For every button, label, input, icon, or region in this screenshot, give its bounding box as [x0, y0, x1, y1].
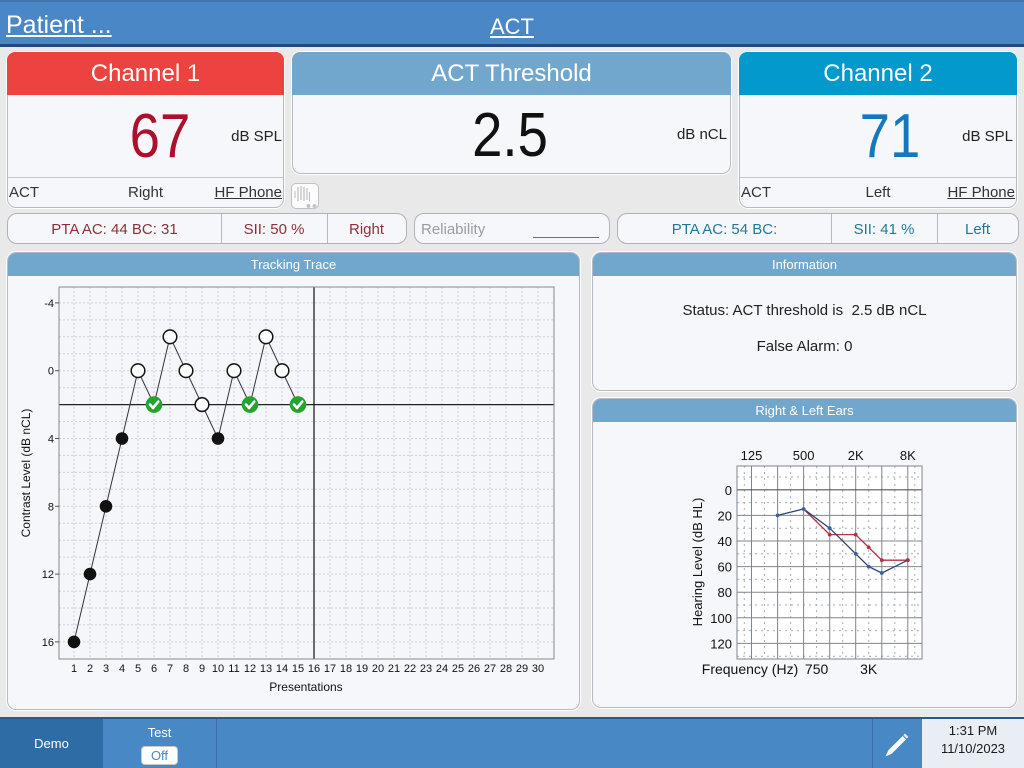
svg-text:20: 20 — [372, 663, 384, 675]
svg-text:21: 21 — [388, 663, 400, 675]
svg-text:20: 20 — [718, 508, 732, 523]
svg-text:60: 60 — [718, 560, 732, 575]
svg-text:24: 24 — [436, 663, 448, 675]
svg-text:28: 28 — [500, 663, 512, 675]
svg-text:500: 500 — [793, 448, 815, 463]
svg-text:80: 80 — [718, 585, 732, 600]
svg-text:2: 2 — [87, 663, 93, 675]
svg-text:17: 17 — [324, 663, 336, 675]
svg-text:13: 13 — [260, 663, 272, 675]
svg-text:10: 10 — [212, 663, 224, 675]
svg-text:3: 3 — [103, 663, 109, 675]
svg-text:0: 0 — [48, 366, 54, 378]
svg-text:125: 125 — [741, 448, 763, 463]
svg-text:Hearing Level (dB HL): Hearing Level (dB HL) — [690, 498, 705, 627]
svg-text:750: 750 — [805, 661, 829, 677]
svg-text:2K: 2K — [848, 448, 864, 463]
svg-text:120: 120 — [710, 636, 732, 651]
svg-text:8K: 8K — [900, 448, 916, 463]
svg-text:4: 4 — [119, 663, 125, 675]
svg-text:11: 11 — [228, 663, 239, 675]
svg-text:25: 25 — [452, 663, 464, 675]
svg-text:5: 5 — [135, 663, 141, 675]
svg-text:22: 22 — [404, 663, 416, 675]
svg-text:0: 0 — [725, 483, 732, 498]
svg-text:7: 7 — [167, 663, 173, 675]
svg-text:14: 14 — [276, 663, 288, 675]
svg-text:26: 26 — [468, 663, 480, 675]
svg-text:4: 4 — [48, 434, 54, 446]
svg-text:100: 100 — [710, 611, 732, 626]
svg-text:Presentations: Presentations — [269, 680, 342, 694]
svg-text:Frequency (Hz): Frequency (Hz) — [702, 661, 798, 677]
svg-text:12: 12 — [42, 569, 54, 581]
svg-text:18: 18 — [340, 663, 352, 675]
svg-text:19: 19 — [356, 663, 368, 675]
svg-text:16: 16 — [308, 663, 320, 675]
svg-text:6: 6 — [151, 663, 157, 675]
svg-text:Contrast Level (dB nCL): Contrast Level (dB nCL) — [19, 409, 33, 538]
svg-text:12: 12 — [244, 663, 256, 675]
svg-text:3K: 3K — [860, 661, 878, 677]
svg-text:8: 8 — [48, 501, 54, 513]
svg-text:27: 27 — [484, 663, 496, 675]
svg-text:15: 15 — [292, 663, 304, 675]
svg-text:1: 1 — [71, 663, 77, 675]
svg-text:9: 9 — [199, 663, 205, 675]
svg-text:16: 16 — [42, 637, 54, 649]
svg-text:-4: -4 — [44, 298, 54, 310]
svg-text:23: 23 — [420, 663, 432, 675]
svg-text:30: 30 — [532, 663, 544, 675]
svg-text:40: 40 — [718, 534, 732, 549]
svg-text:8: 8 — [183, 663, 189, 675]
svg-text:29: 29 — [516, 663, 528, 675]
